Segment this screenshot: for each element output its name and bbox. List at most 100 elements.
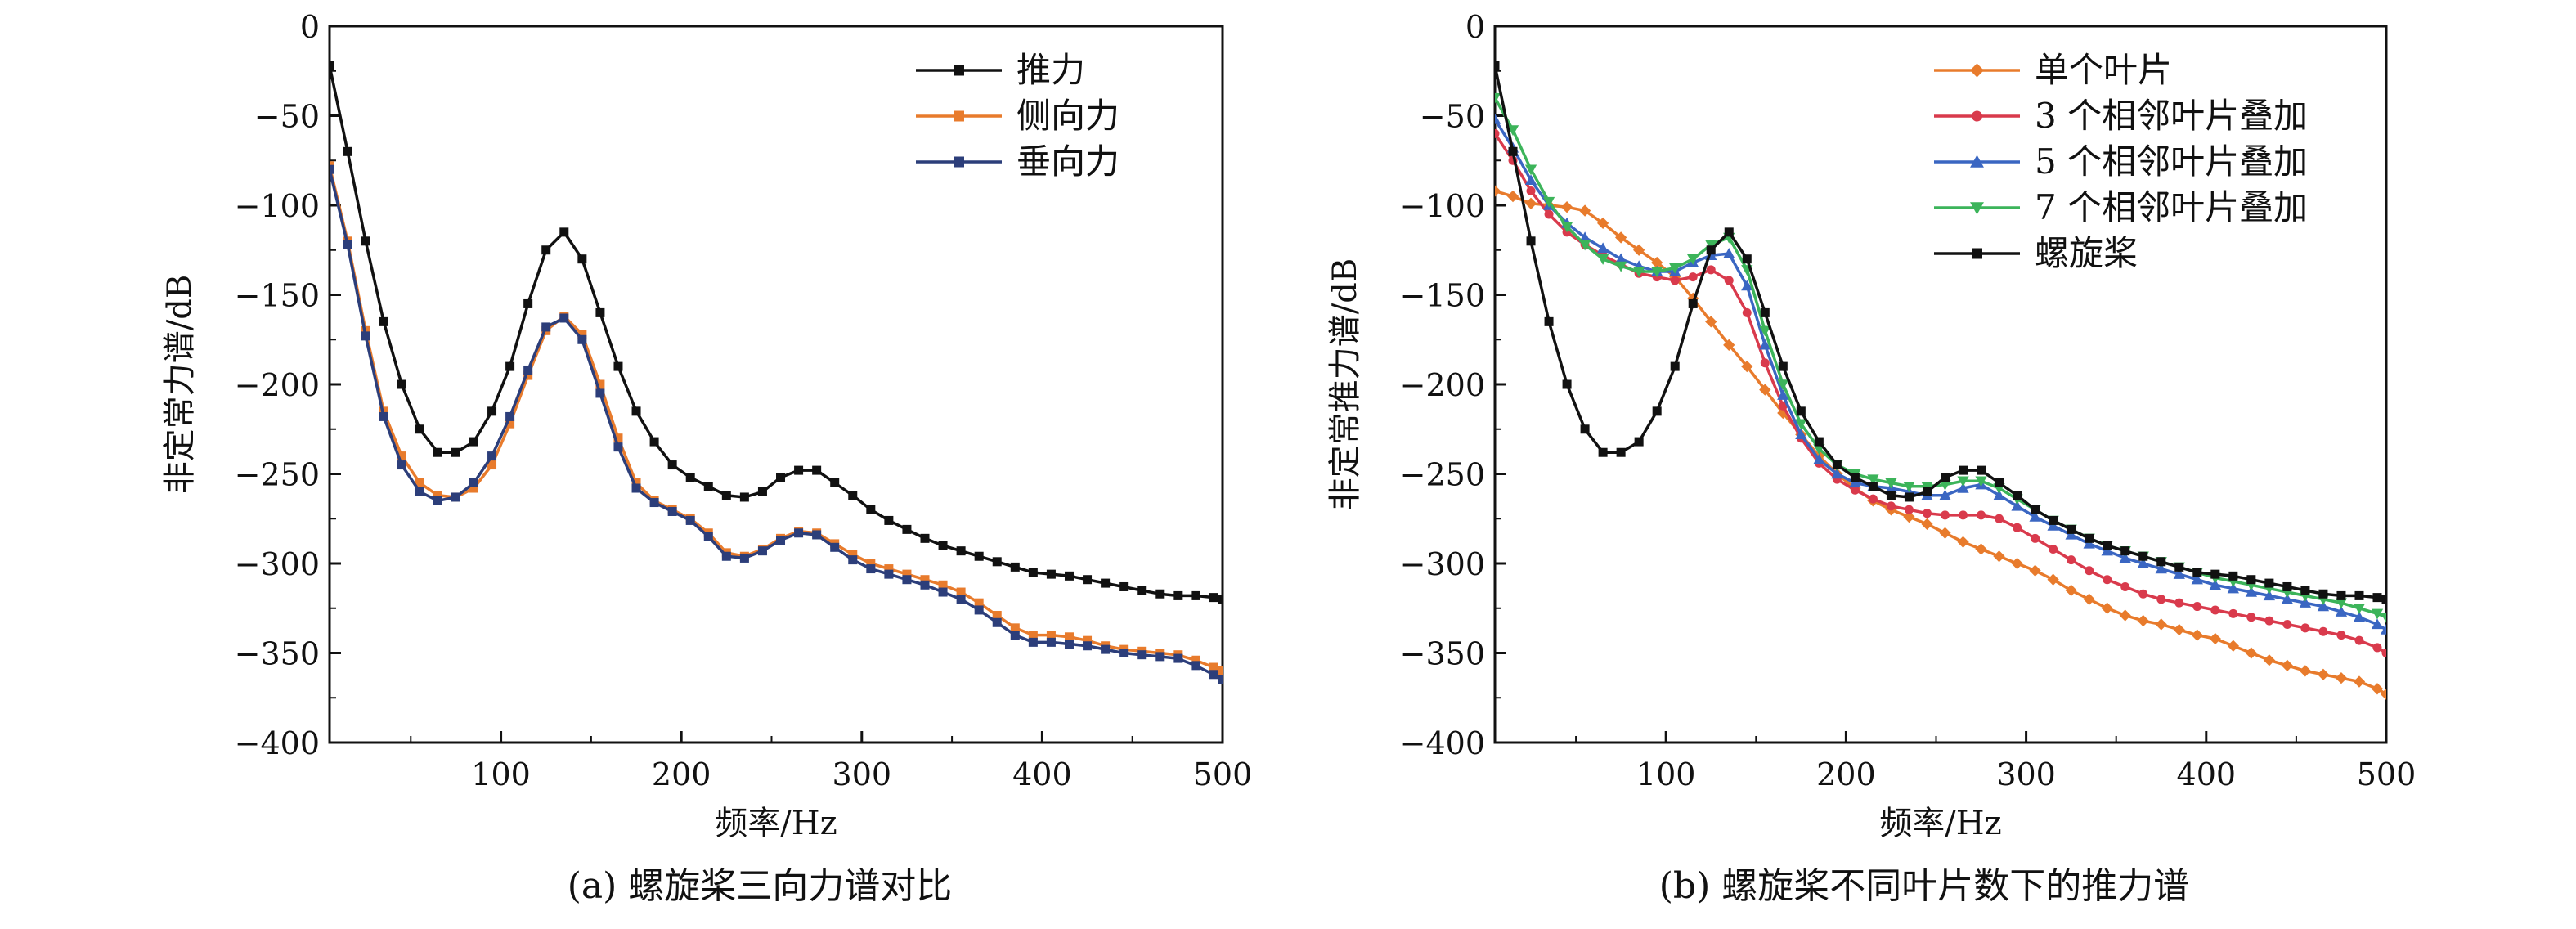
- data-point: [2047, 573, 2059, 586]
- data-point: [2138, 551, 2148, 561]
- data-point: [649, 437, 659, 447]
- data-point: [613, 442, 623, 452]
- y-tick-label: −150: [1400, 278, 1485, 314]
- data-point: [1544, 316, 1554, 326]
- data-point: [1101, 578, 1111, 588]
- data-point: [1795, 419, 1807, 430]
- data-point: [2372, 593, 2382, 603]
- data-point: [1886, 501, 1896, 511]
- data-point: [1083, 641, 1093, 651]
- data-point: [2156, 557, 2166, 567]
- data-point: [1741, 280, 1753, 291]
- data-point: [2137, 614, 2149, 627]
- data-point: [1922, 487, 1932, 496]
- data-point: [541, 322, 551, 332]
- data-point: [1941, 473, 1950, 482]
- data-point: [1814, 437, 1824, 447]
- data-point: [2246, 575, 2256, 585]
- data-point: [830, 478, 840, 487]
- data-point: [956, 587, 966, 597]
- data-point: [2300, 623, 2310, 633]
- data-point: [1560, 201, 1573, 213]
- data-point: [433, 447, 442, 457]
- data-point: [613, 433, 623, 443]
- data-point: [1633, 267, 1645, 278]
- data-point: [1724, 276, 1734, 285]
- data-point: [451, 492, 460, 502]
- data-point: [1064, 640, 1074, 649]
- data-point: [469, 478, 478, 487]
- data-point: [1046, 569, 1056, 579]
- data-point: [1633, 244, 1645, 256]
- data-point: [1868, 482, 1878, 491]
- data-point: [1669, 263, 1681, 274]
- data-point: [1850, 485, 1860, 495]
- data-point: [2354, 590, 2364, 600]
- data-point: [523, 370, 533, 380]
- data-point: [1083, 575, 1093, 585]
- data-point: [721, 491, 731, 500]
- data-point: [794, 465, 804, 475]
- data-point: [1959, 510, 1968, 520]
- data-point: [2335, 598, 2348, 609]
- x-axis-label: 频率/Hz: [1879, 805, 2001, 842]
- data-point: [1028, 631, 1038, 640]
- data-point: [1760, 358, 1770, 368]
- data-point: [343, 240, 352, 249]
- data-point: [1941, 510, 1950, 520]
- data-point: [2336, 631, 2346, 640]
- data-point: [2336, 590, 2346, 600]
- y-tick-label: −350: [235, 636, 320, 672]
- data-point: [2317, 600, 2330, 612]
- data-point: [812, 530, 822, 540]
- data-point: [469, 437, 478, 447]
- data-point: [2246, 613, 2256, 622]
- y-axis-label: 非定常力谱/dB: [161, 275, 199, 494]
- data-point: [1010, 562, 1020, 572]
- data-point: [992, 617, 1002, 627]
- data-point: [1046, 631, 1056, 640]
- data-point: [1495, 185, 1501, 197]
- data-point: [2371, 608, 2384, 620]
- data-point: [2013, 491, 2022, 500]
- data-point: [343, 146, 352, 156]
- data-point: [1778, 401, 1788, 411]
- data-point: [1083, 635, 1093, 645]
- data-point: [1137, 650, 1147, 660]
- data-point: [884, 515, 894, 525]
- data-point: [397, 451, 406, 461]
- data-point: [1759, 384, 1771, 396]
- data-point: [1218, 675, 1223, 684]
- data-point: [2192, 602, 2202, 612]
- data-point: [2264, 616, 2274, 626]
- data-point: [487, 406, 497, 416]
- data-point: [1218, 595, 1223, 604]
- data-point: [1995, 478, 2004, 487]
- y-tick-label: 0: [1465, 9, 1485, 45]
- series-2: [330, 164, 1223, 684]
- data-point: [2227, 582, 2239, 594]
- data-point: [920, 533, 930, 543]
- data-point: [1634, 437, 1644, 447]
- data-point: [1723, 339, 1735, 351]
- data-point: [1939, 527, 1951, 539]
- data-point: [1688, 272, 1698, 282]
- data-point: [433, 496, 442, 505]
- data-point: [794, 528, 804, 538]
- data-point: [2173, 623, 2185, 636]
- legend-marker: [954, 110, 964, 122]
- data-point: [2067, 555, 2076, 565]
- data-point: [1191, 655, 1200, 665]
- data-point: [1742, 307, 1752, 317]
- y-tick-label: −200: [1400, 367, 1485, 403]
- data-point: [1508, 146, 1518, 156]
- legend-entry: 7 个相邻叶片叠加: [2035, 187, 2308, 227]
- data-point: [866, 564, 876, 574]
- data-point: [1688, 298, 1698, 308]
- data-point: [1578, 231, 1591, 243]
- data-point: [1813, 453, 1825, 464]
- data-point: [2263, 654, 2276, 666]
- data-point: [1209, 662, 1218, 672]
- x-axis-label: 频率/Hz: [715, 805, 837, 842]
- data-point: [2281, 593, 2294, 604]
